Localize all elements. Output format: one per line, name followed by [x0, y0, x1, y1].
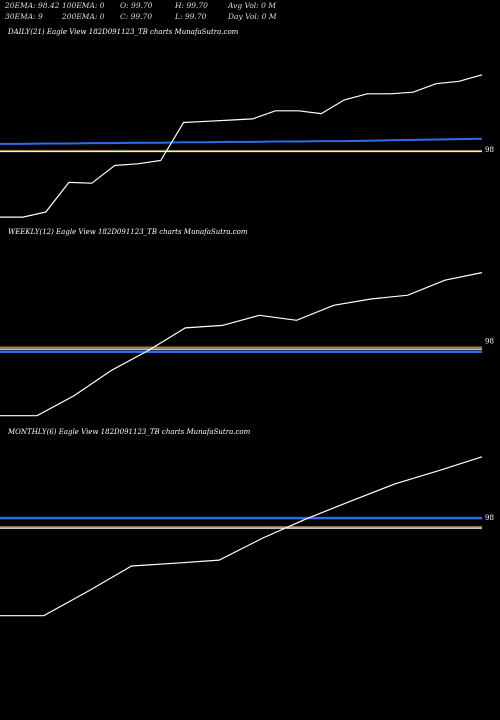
header-close: C: 99.70	[120, 12, 153, 21]
daily-price-line	[0, 74, 483, 218]
monthly-chart-panel: MONTHLY(6) Eagle View 182D091123_TB char…	[0, 426, 500, 626]
monthly-chart-svg: 98	[0, 456, 494, 617]
monthly-chart-title: MONTHLY(6) Eagle View 182D091123_TB char…	[8, 428, 251, 436]
daily-y-tick-label: 98	[485, 146, 494, 154]
header-high: H: 99.70	[175, 1, 208, 10]
header-ema30: 30EMA: 9	[5, 12, 43, 21]
header-low: L: 99.70	[175, 12, 207, 21]
weekly-chart-title: WEEKLY(12) Eagle View 182D091123_TB char…	[8, 228, 248, 236]
weekly-y-tick-label: 98	[485, 337, 494, 345]
header-avgvol: Avg Vol: 0 M	[228, 1, 276, 10]
monthly-price-line	[0, 456, 483, 617]
daily-chart-panel: DAILY(21) Eagle View 182D091123_TB chart…	[0, 26, 500, 226]
weekly-chart-panel: WEEKLY(12) Eagle View 182D091123_TB char…	[0, 226, 500, 426]
header-dayvol: Day Vol: 0 M	[228, 12, 277, 21]
daily-ema-blue-line	[0, 137, 483, 145]
weekly-chart-svg: 98	[0, 272, 494, 417]
weekly-price-line	[0, 272, 483, 417]
header-ema100: 100EMA: 0	[62, 1, 105, 10]
daily-chart-title: DAILY(21) Eagle View 182D091123_TB chart…	[8, 28, 239, 36]
daily-chart-svg: 98	[0, 74, 494, 218]
header-ema20: 20EMA: 98.42	[5, 1, 60, 10]
header-ema200: 200EMA: 0	[62, 12, 105, 21]
monthly-y-tick-label: 98	[485, 514, 494, 522]
header-open: O: 99.70	[120, 1, 153, 10]
